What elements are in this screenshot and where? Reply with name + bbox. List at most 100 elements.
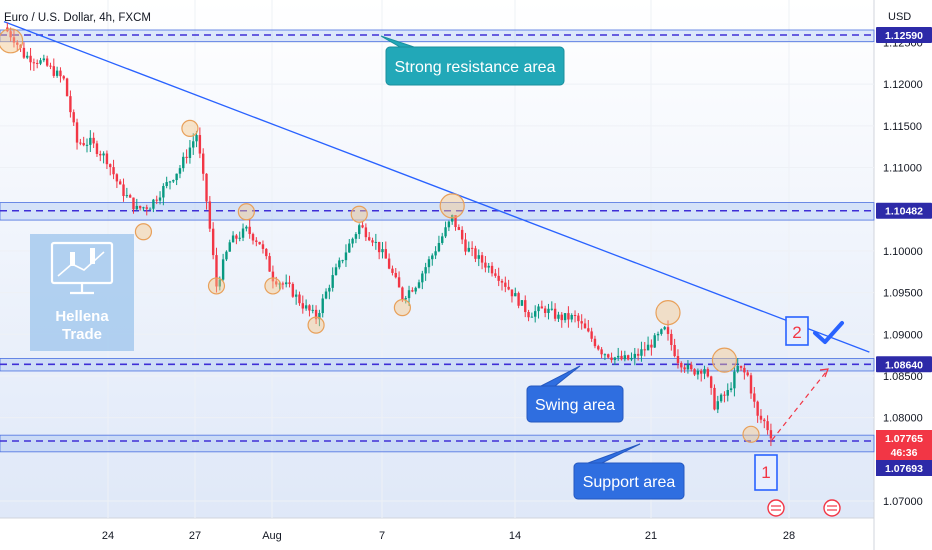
- strong-resistance-callout-box: [385, 46, 565, 86]
- candle-body: [165, 182, 168, 187]
- candle-body: [417, 282, 421, 288]
- candle-body: [490, 265, 494, 274]
- candle-body: [696, 370, 700, 375]
- candle-body: [527, 312, 530, 318]
- candle-body: [324, 291, 328, 299]
- candle-body: [75, 122, 79, 143]
- candle-body: [743, 367, 746, 373]
- candle-body: [437, 242, 441, 252]
- candle-body: [487, 265, 490, 268]
- candle-body: [570, 315, 573, 320]
- candle-body: [603, 354, 607, 356]
- candle-body: [175, 173, 178, 181]
- candle-body: [384, 249, 387, 259]
- pivot-circle: [307, 316, 325, 334]
- candle-body: [557, 314, 560, 319]
- candle-body: [251, 234, 255, 241]
- candle-body: [547, 308, 550, 313]
- candle-body: [26, 55, 29, 58]
- candle-body: [643, 349, 646, 351]
- candle-body: [550, 308, 553, 310]
- candle-body: [690, 364, 693, 370]
- candle-body: [620, 355, 623, 360]
- candle-body: [633, 353, 636, 358]
- candle-body: [82, 143, 85, 146]
- candle-body: [341, 260, 344, 262]
- candle-body: [663, 327, 666, 330]
- candle-body: [716, 401, 719, 410]
- candle-body: [211, 228, 215, 256]
- candle-body: [759, 415, 763, 420]
- candle-icon: [90, 248, 95, 264]
- candle-body: [610, 357, 613, 361]
- x-tick-label: 14: [509, 530, 521, 542]
- candle-body: [736, 365, 739, 372]
- candle-body: [411, 290, 414, 292]
- candle-body: [583, 323, 587, 329]
- candle-body: [358, 225, 361, 235]
- candle-body: [540, 306, 544, 309]
- candle-body: [162, 186, 165, 198]
- candle-body: [460, 229, 464, 240]
- candle-body: [215, 255, 218, 287]
- candle-body: [238, 237, 241, 239]
- candle-body: [431, 255, 434, 260]
- candle-body: [517, 293, 520, 306]
- annotations: Strong resistance area Swing area Support …: [380, 35, 844, 517]
- countdown-label: 46:36: [891, 447, 918, 459]
- candle-body: [706, 369, 710, 377]
- candle-body: [500, 280, 504, 283]
- candle-body: [348, 243, 351, 253]
- candle-body: [119, 181, 122, 185]
- candle-body: [245, 226, 248, 229]
- level-tag-middle: [876, 202, 932, 219]
- pivot-circle: [134, 223, 153, 241]
- candle-body: [331, 275, 334, 288]
- candle-body: [241, 228, 245, 238]
- candle-body: [148, 208, 152, 210]
- y-tick-label: 1.10000: [883, 246, 923, 258]
- y-tick-label: 1.11500: [883, 121, 922, 133]
- level-tag-label-resistance: 1.12590: [885, 30, 923, 42]
- downtrend-line: [3, 21, 870, 353]
- candle-body: [248, 226, 251, 235]
- currency-button[interactable]: USD: [888, 11, 911, 23]
- candle-body: [228, 242, 231, 252]
- candle-body: [142, 207, 145, 209]
- candle-body: [680, 362, 683, 368]
- candle-body: [447, 221, 451, 228]
- candle-body: [577, 315, 580, 322]
- candle-body: [607, 354, 610, 358]
- gridlines: [0, 0, 874, 518]
- candle-body: [766, 421, 769, 431]
- support-price-tag: [876, 460, 932, 476]
- candle-icon: [70, 252, 75, 266]
- candle-body: [763, 419, 766, 422]
- candle-body: [660, 329, 663, 334]
- candle-body: [769, 430, 773, 439]
- candle-body: [12, 37, 16, 43]
- support-price-label: 1.07693: [885, 463, 923, 475]
- us-flag-event-icon: [767, 499, 785, 517]
- candle-body: [95, 143, 99, 154]
- y-tick-label: 1.09000: [883, 329, 923, 341]
- currency-button-frame[interactable]: [876, 4, 930, 26]
- candle-body: [328, 287, 331, 292]
- candle-body: [52, 66, 55, 76]
- candle-body: [205, 173, 208, 202]
- candle-body: [49, 65, 52, 67]
- candle-body: [524, 300, 527, 313]
- check-icon: [813, 321, 844, 344]
- candle-body: [719, 394, 723, 402]
- candle-body: [480, 255, 484, 263]
- candle-body: [454, 215, 457, 228]
- candle-body: [543, 308, 547, 313]
- watermark-line-2: Trade: [62, 326, 102, 343]
- candle-body: [700, 370, 703, 374]
- candle-body: [534, 311, 537, 317]
- current-price-label: 1.07765: [885, 433, 923, 445]
- candle-body: [225, 251, 228, 260]
- us-flag-event-icon: [823, 499, 841, 517]
- candle-body: [377, 241, 381, 253]
